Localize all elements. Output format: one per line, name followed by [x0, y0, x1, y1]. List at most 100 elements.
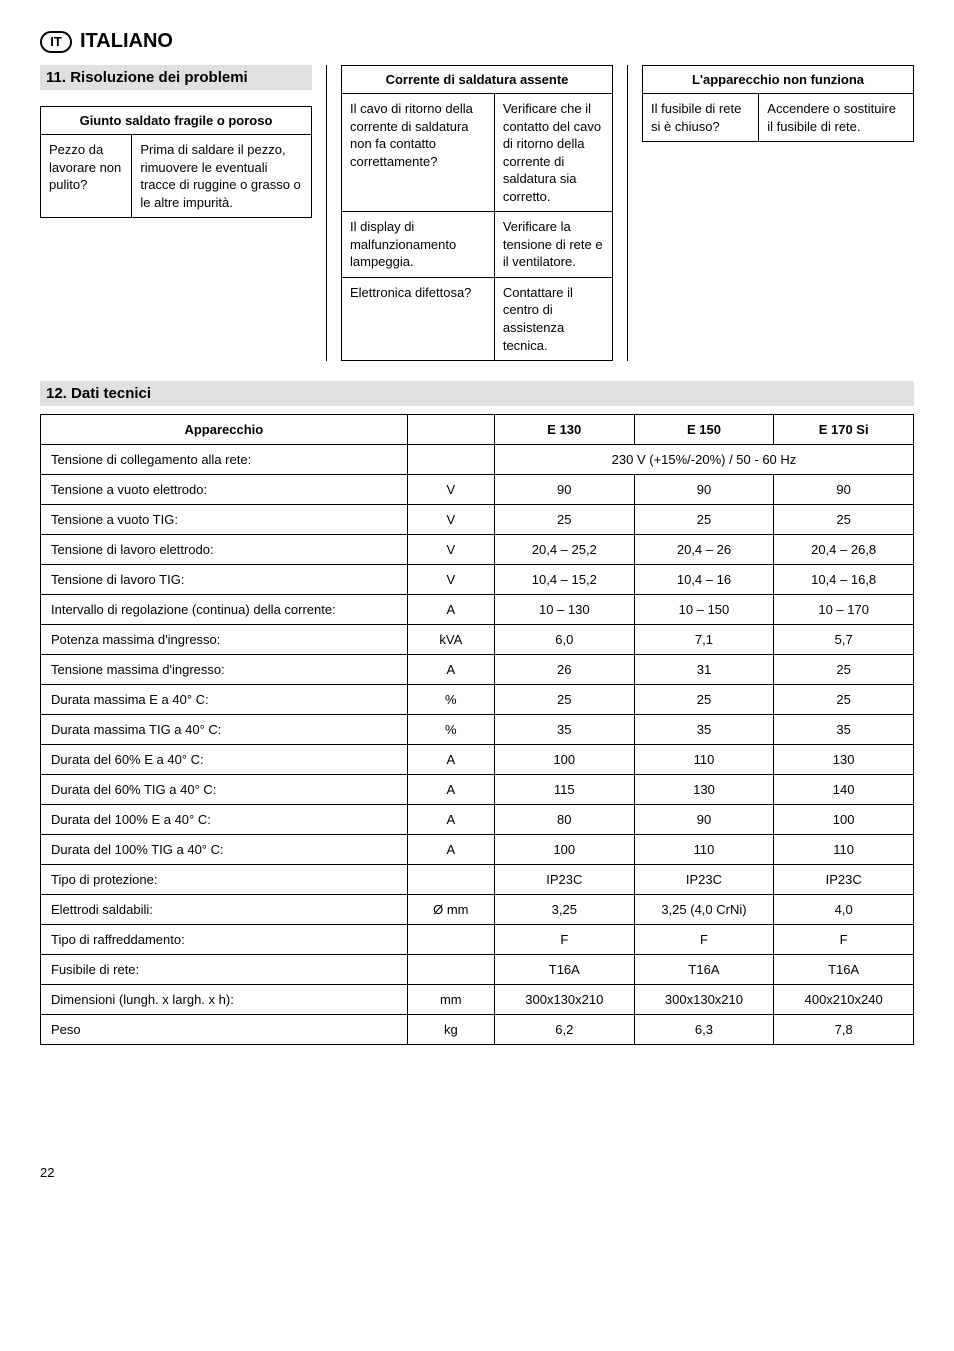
table-header-row: Apparecchio E 130 E 150 E 170 Si — [41, 415, 914, 445]
col-header: E 130 — [494, 415, 634, 445]
value-cell: 90 — [634, 475, 774, 505]
unit-cell — [407, 865, 494, 895]
value-cell: 25 — [494, 685, 634, 715]
param-cell: Tensione di lavoro TIG: — [41, 565, 408, 595]
table-cell: Elettronica difettosa? — [342, 277, 495, 360]
value-cell: 10 – 150 — [634, 595, 774, 625]
value-cell: 7,8 — [774, 1015, 914, 1045]
param-cell: Dimensioni (lungh. x largh. x h): — [41, 985, 408, 1015]
table-row: Tipo di protezione:IP23CIP23CIP23C — [41, 865, 914, 895]
value-cell: 6,2 — [494, 1015, 634, 1045]
unit-cell: mm — [407, 985, 494, 1015]
unit-cell: A — [407, 655, 494, 685]
value-cell: 90 — [634, 805, 774, 835]
unit-cell — [407, 955, 494, 985]
column-divider — [326, 65, 327, 361]
param-cell: Tipo di protezione: — [41, 865, 408, 895]
value-cell: F — [634, 925, 774, 955]
table-row: Tensione di lavoro TIG:V10,4 – 15,210,4 … — [41, 565, 914, 595]
value-cell: 130 — [774, 745, 914, 775]
table-no-current: Corrente di saldatura assente Il cavo di… — [341, 65, 613, 361]
param-cell: Elettrodi saldabili: — [41, 895, 408, 925]
table-row: Durata del 100% TIG a 40° C:A100110110 — [41, 835, 914, 865]
param-cell: Tensione a vuoto TIG: — [41, 505, 408, 535]
value-cell: 115 — [494, 775, 634, 805]
value-cell: 31 — [634, 655, 774, 685]
unit-cell: A — [407, 595, 494, 625]
table-row: Tensione di lavoro elettrodo:V20,4 – 25,… — [41, 535, 914, 565]
value-cell: 300x130x210 — [634, 985, 774, 1015]
value-cell: 35 — [634, 715, 774, 745]
table-cell: Prima di saldare il pezzo, rimuovere le … — [132, 135, 312, 218]
value-cell: 90 — [494, 475, 634, 505]
param-cell: Durata del 100% E a 40° C: — [41, 805, 408, 835]
table-row: Tensione a vuoto elettrodo:V909090 — [41, 475, 914, 505]
value-cell: 35 — [774, 715, 914, 745]
value-cell: 25 — [774, 655, 914, 685]
table-row: Tensione a vuoto TIG:V252525 — [41, 505, 914, 535]
value-cell: IP23C — [494, 865, 634, 895]
value-cell: 130 — [634, 775, 774, 805]
section-11-title: 11. Risoluzione dei problemi — [40, 65, 312, 90]
value-cell: 26 — [494, 655, 634, 685]
table-row: Durata del 60% E a 40° C:A100110130 — [41, 745, 914, 775]
param-cell: Durata del 60% E a 40° C: — [41, 745, 408, 775]
value-cell: 5,7 — [774, 625, 914, 655]
value-cell: 25 — [634, 505, 774, 535]
value-cell: 100 — [494, 835, 634, 865]
table-row: Durata del 60% TIG a 40° C:A115130140 — [41, 775, 914, 805]
table-row: Durata massima E a 40° C:%252525 — [41, 685, 914, 715]
value-cell: IP23C — [774, 865, 914, 895]
value-cell: 100 — [494, 745, 634, 775]
value-cell: 3,25 (4,0 CrNi) — [634, 895, 774, 925]
table-row: Tensione di collegamento alla rete: 230 V… — [41, 445, 914, 475]
value-cell: 35 — [494, 715, 634, 745]
language-code-icon: IT — [40, 31, 72, 53]
span-value-cell: 230 V (+15%/-20%) / 50 - 60 Hz — [494, 445, 913, 475]
param-cell: Tensione di collegamento alla rete: — [41, 445, 408, 475]
unit-cell — [407, 925, 494, 955]
value-cell: 4,0 — [774, 895, 914, 925]
param-cell: Tipo di raffreddamento: — [41, 925, 408, 955]
table-fragile-weld: Giunto saldato fragile o poroso Pezzo da… — [40, 106, 312, 218]
value-cell: 110 — [634, 835, 774, 865]
value-cell: 10 – 130 — [494, 595, 634, 625]
value-cell: 110 — [774, 835, 914, 865]
table-a-header: Giunto saldato fragile o poroso — [41, 107, 312, 135]
param-cell: Tensione massima d'ingresso: — [41, 655, 408, 685]
table-row: Intervallo di regolazione (continua) del… — [41, 595, 914, 625]
param-cell: Durata del 60% TIG a 40° C: — [41, 775, 408, 805]
unit-cell: V — [407, 475, 494, 505]
table-cell: Il fusibile di rete si è chiuso? — [643, 94, 759, 142]
value-cell: 100 — [774, 805, 914, 835]
table-cell: Pezzo da lavorare non pulito? — [41, 135, 132, 218]
unit-cell: V — [407, 505, 494, 535]
col-header: E 150 — [634, 415, 774, 445]
value-cell: 25 — [634, 685, 774, 715]
table-row: Pesokg6,26,37,8 — [41, 1015, 914, 1045]
table-row: Il display di malfunzionamento lampeggia… — [342, 212, 613, 278]
value-cell: 20,4 – 26,8 — [774, 535, 914, 565]
specs-table: Apparecchio E 130 E 150 E 170 Si Tension… — [40, 414, 914, 1045]
value-cell: 25 — [494, 505, 634, 535]
language-header: IT ITALIANO — [40, 30, 914, 53]
param-cell: Tensione di lavoro elettrodo: — [41, 535, 408, 565]
unit-cell: V — [407, 565, 494, 595]
column-2: Corrente di saldatura assente Il cavo di… — [341, 65, 613, 361]
value-cell: 110 — [634, 745, 774, 775]
table-row: Durata massima TIG a 40° C:%353535 — [41, 715, 914, 745]
value-cell: T16A — [494, 955, 634, 985]
column-3: L'apparecchio non funziona Il fusibile d… — [642, 65, 914, 361]
value-cell: 20,4 – 25,2 — [494, 535, 634, 565]
table-row: Il cavo di ritorno della corrente di sal… — [342, 94, 613, 212]
value-cell: 25 — [774, 685, 914, 715]
value-cell: F — [774, 925, 914, 955]
col-header: E 170 Si — [774, 415, 914, 445]
table-cell: Contattare il centro di assistenza tecni… — [494, 277, 612, 360]
table-not-working: L'apparecchio non funziona Il fusibile d… — [642, 65, 914, 142]
param-cell: Durata massima E a 40° C: — [41, 685, 408, 715]
page-footer: 22 — [40, 1165, 914, 1180]
unit-cell: kg — [407, 1015, 494, 1045]
value-cell: 90 — [774, 475, 914, 505]
table-row: Potenza massima d'ingresso:kVA6,07,15,7 — [41, 625, 914, 655]
